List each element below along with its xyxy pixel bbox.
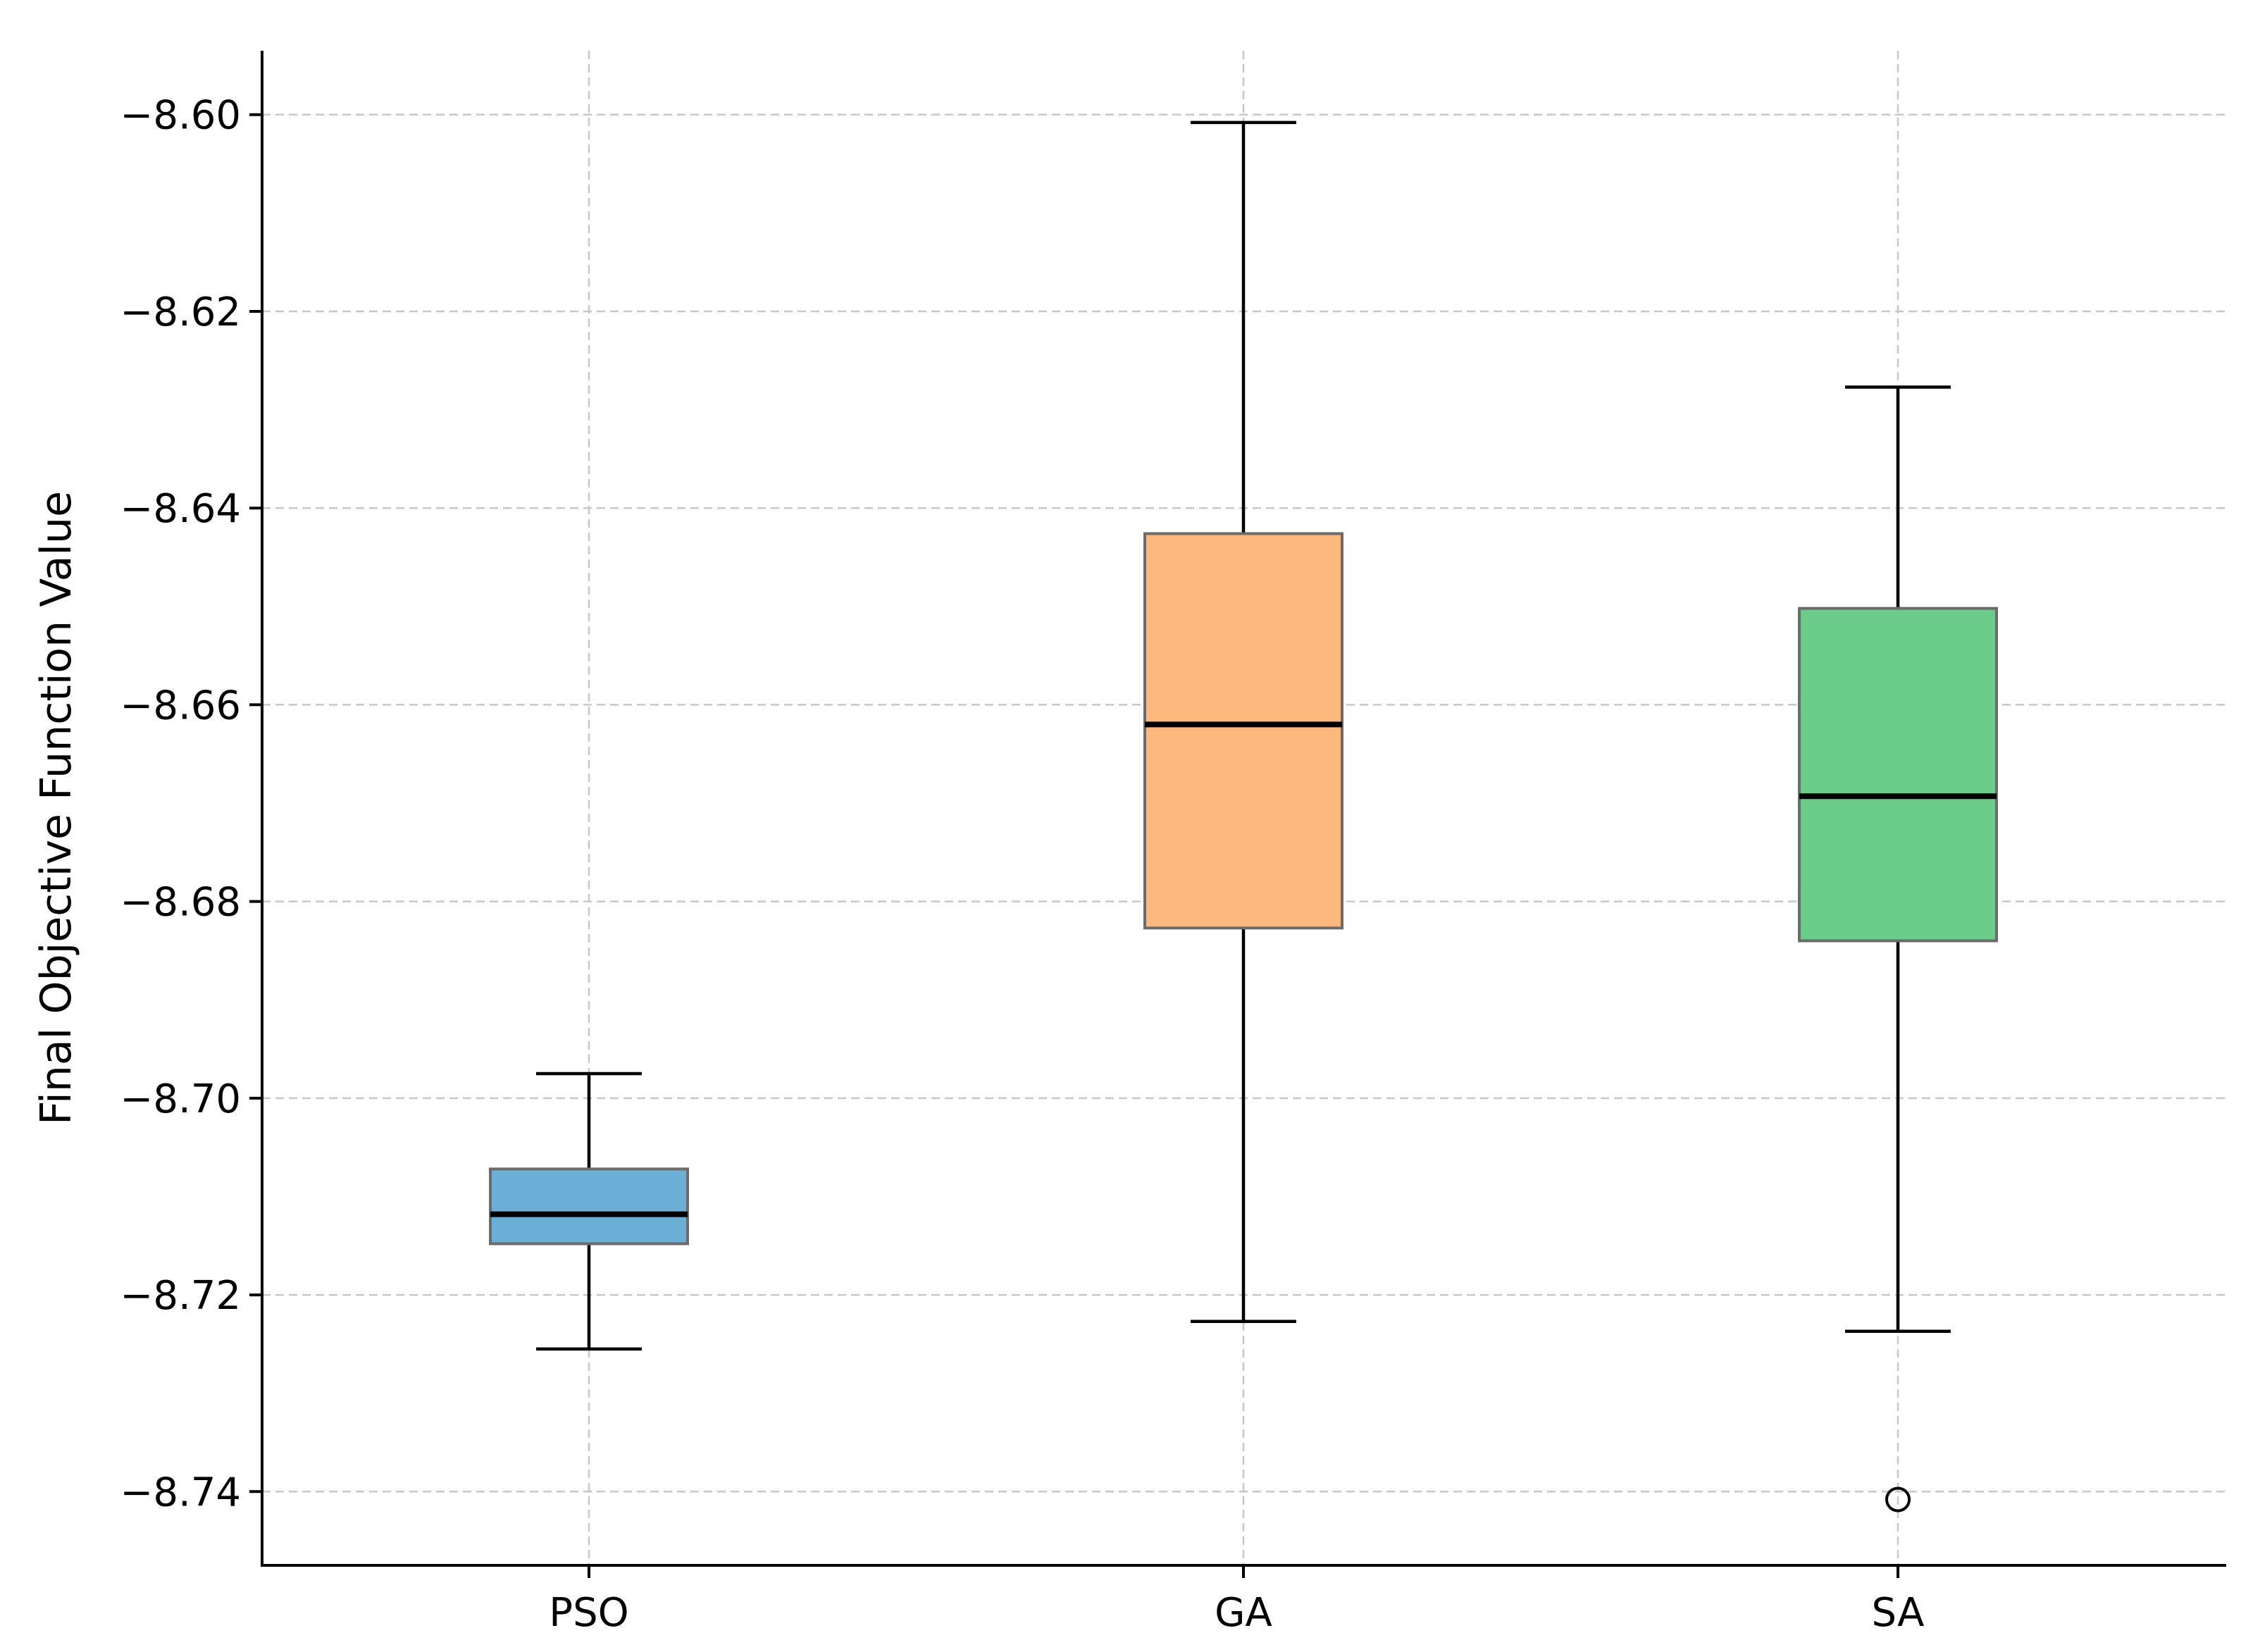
box-body xyxy=(489,1167,689,1246)
y-tick-label: −8.72 xyxy=(120,1273,241,1319)
y-tick-label: −8.74 xyxy=(120,1470,241,1515)
y-tick-label: −8.60 xyxy=(120,93,241,139)
x-tick-label: GA xyxy=(1215,1590,1272,1636)
y-tick-label: −8.64 xyxy=(120,486,241,532)
box-ga xyxy=(1143,120,1343,1324)
y-axis-label: Final Objective Function Value xyxy=(32,491,81,1125)
x-tick-label: PSO xyxy=(549,1590,628,1636)
label-layer: Final Objective Function Value xyxy=(32,491,81,1125)
box-body xyxy=(1143,532,1343,930)
y-tick-label: −8.70 xyxy=(120,1076,241,1122)
outlier-point xyxy=(1885,1486,1911,1513)
axis-layer: −8.60 −8.62 −8.64 −8.66 −8.68 −8.70 −8.72 −8.74… xyxy=(120,51,2226,1636)
box-pso xyxy=(489,1072,689,1351)
box-layer xyxy=(489,120,1998,1513)
y-tick-label: −8.66 xyxy=(120,683,241,728)
y-tick-label: −8.68 xyxy=(120,880,241,926)
x-tick-label: SA xyxy=(1872,1590,1925,1636)
box-sa xyxy=(1798,385,1998,1513)
box-body xyxy=(1798,607,1998,943)
y-tick-label: −8.62 xyxy=(120,290,241,335)
